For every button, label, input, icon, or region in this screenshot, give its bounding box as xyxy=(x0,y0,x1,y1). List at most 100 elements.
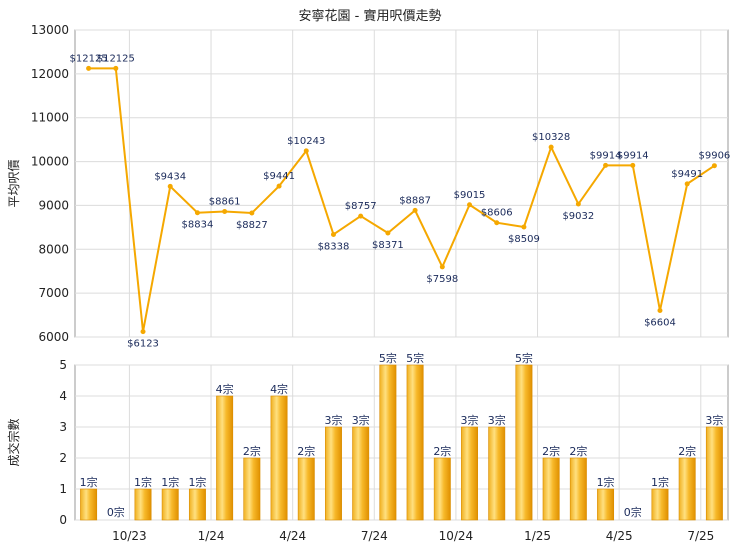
price-data-label: $9906 xyxy=(698,151,730,162)
price-y-tick-label: 9000 xyxy=(38,198,69,212)
volume-data-label: 1宗 xyxy=(597,475,615,489)
price-data-label: $8509 xyxy=(508,234,540,245)
price-point xyxy=(249,210,255,216)
price-y-tick-label: 7000 xyxy=(38,286,69,300)
price-point xyxy=(412,207,418,213)
volume-bar xyxy=(542,457,560,521)
volume-bar xyxy=(515,364,533,521)
volume-y-axis-label: 成交宗數 xyxy=(6,418,21,466)
volume-data-label: 2宗 xyxy=(433,444,451,458)
x-tick-label: 7/25 xyxy=(687,529,714,543)
price-y-tick-label: 13000 xyxy=(31,23,69,37)
price-data-label: $12125 xyxy=(97,53,135,64)
volume-data-label: 1宗 xyxy=(134,475,152,489)
price-data-label: $6123 xyxy=(127,339,159,350)
price-point xyxy=(222,209,228,215)
price-data-label: $10328 xyxy=(532,132,570,143)
price-point xyxy=(711,163,717,169)
volume-data-label: 1宗 xyxy=(80,475,98,489)
price-point xyxy=(303,148,309,154)
x-tick-label: 4/25 xyxy=(606,529,633,543)
price-data-label: $6604 xyxy=(644,318,676,329)
volume-y-tick-label: 4 xyxy=(59,389,67,403)
volume-y-tick-label: 0 xyxy=(59,513,67,527)
volume-bar xyxy=(270,395,288,521)
volume-data-label: 3宗 xyxy=(705,413,723,427)
price-data-label: $8827 xyxy=(236,220,268,231)
volume-data-label: 4宗 xyxy=(270,382,288,396)
volume-bar xyxy=(161,488,179,521)
price-point xyxy=(575,201,581,207)
price-plot-area xyxy=(74,29,729,338)
price-point xyxy=(684,181,690,187)
volume-chart-panel: 0 1 2 3 4 5 10/23 1/24 4/24 7/24 10/24 1/25 4/25 7/25… xyxy=(6,351,729,543)
volume-bar xyxy=(433,457,451,521)
volume-data-label: 2宗 xyxy=(678,444,696,458)
volume-data-label: 1宗 xyxy=(188,475,206,489)
volume-data-label: 3宗 xyxy=(352,413,370,427)
price-data-label: $8757 xyxy=(345,201,377,212)
price-point xyxy=(113,65,119,71)
volume-data-label: 1宗 xyxy=(651,475,669,489)
price-data-label: $9441 xyxy=(263,171,295,182)
price-point xyxy=(167,183,173,189)
price-point xyxy=(630,162,636,168)
price-data-label: $10243 xyxy=(287,136,325,147)
volume-bar xyxy=(134,488,152,521)
volume-bar xyxy=(325,426,342,521)
price-data-label: $8371 xyxy=(372,240,404,251)
volume-bar xyxy=(597,488,615,521)
price-data-label: $8338 xyxy=(318,241,350,252)
volume-data-label: 3宗 xyxy=(488,413,506,427)
volume-bar xyxy=(297,457,315,521)
price-point xyxy=(603,162,609,168)
volume-bar xyxy=(705,426,723,521)
volume-data-label: 2宗 xyxy=(569,444,587,458)
volume-bar xyxy=(188,488,206,521)
price-point xyxy=(439,264,445,270)
volume-data-label: 0宗 xyxy=(624,505,642,519)
x-tick-label: 10/23 xyxy=(112,529,147,543)
volume-data-label: 4宗 xyxy=(216,382,234,396)
price-data-label: $9434 xyxy=(154,171,186,182)
price-point xyxy=(358,213,364,219)
volume-y-tick-label: 2 xyxy=(59,451,67,465)
price-data-label: $7598 xyxy=(426,274,458,285)
volume-bar xyxy=(678,457,696,521)
price-data-label: $8861 xyxy=(209,197,241,208)
x-tick-label: 10/24 xyxy=(439,529,474,543)
price-data-label: $9491 xyxy=(671,169,703,180)
volume-data-label: 3宗 xyxy=(461,413,479,427)
price-data-label: $9032 xyxy=(562,211,594,222)
price-point xyxy=(86,65,92,71)
x-tick-label: 1/24 xyxy=(198,529,225,543)
volume-data-label: 1宗 xyxy=(161,475,179,489)
volume-data-label: 5宗 xyxy=(379,351,397,365)
volume-bar xyxy=(406,364,424,521)
price-point xyxy=(494,220,500,226)
price-data-label: $12125 xyxy=(70,53,108,64)
volume-data-label: 0宗 xyxy=(107,505,125,519)
price-point xyxy=(276,183,282,189)
volume-bar xyxy=(379,364,397,521)
volume-bar xyxy=(243,457,261,521)
price-data-label: $9015 xyxy=(454,190,486,201)
volume-bar xyxy=(216,395,234,521)
price-data-label: $8834 xyxy=(182,220,214,231)
volume-data-label: 3宗 xyxy=(324,413,342,427)
price-point xyxy=(548,144,554,150)
price-data-label: $9914 xyxy=(617,150,649,161)
volume-data-label: 2宗 xyxy=(297,444,315,458)
price-chart-panel: 6000 7000 8000 9000 10000 11000 12000 13000 平均呎價… xyxy=(7,23,730,350)
price-y-axis-label: 平均呎價 xyxy=(7,159,21,207)
price-y-tick-label: 6000 xyxy=(38,330,69,344)
x-tick-label: 7/24 xyxy=(361,529,388,543)
chart-title: 安寧花園 - 實用呎價走勢 xyxy=(299,8,442,24)
price-series-line xyxy=(88,67,715,332)
price-data-label: $9914 xyxy=(590,150,622,161)
price-data-label: $8887 xyxy=(399,195,431,206)
price-y-tick-label: 11000 xyxy=(31,111,69,125)
volume-bar xyxy=(352,426,370,521)
volume-data-label: 5宗 xyxy=(406,351,424,365)
